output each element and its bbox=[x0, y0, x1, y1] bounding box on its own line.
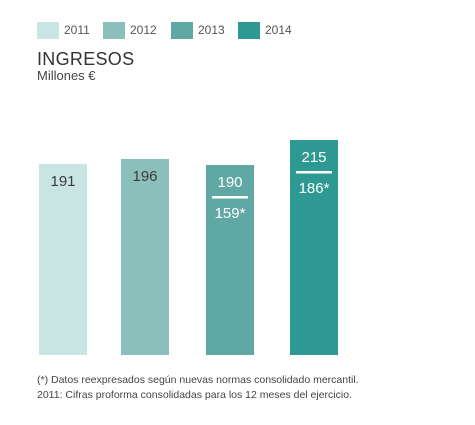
restated-label-2014: 186* bbox=[299, 180, 330, 197]
bar-2013 bbox=[206, 165, 254, 355]
restated-label-2013: 159* bbox=[215, 205, 246, 222]
footnote-restated: (*) Datos reexpresados según nuevas norm… bbox=[37, 374, 359, 386]
bar-2012 bbox=[121, 159, 169, 355]
legend-label-2012: 2012 bbox=[130, 23, 157, 37]
chart-subtitle: Millones € bbox=[37, 68, 96, 83]
legend-label-2011: 2011 bbox=[64, 23, 90, 37]
legend-swatch-2012 bbox=[103, 22, 125, 39]
footnotes: (*) Datos reexpresados según nuevas norm… bbox=[37, 373, 359, 403]
value-label-2014: 215 bbox=[301, 149, 326, 166]
bar-2014 bbox=[290, 140, 338, 355]
restated-divider-2013 bbox=[212, 196, 248, 199]
legend-swatch-2011 bbox=[37, 22, 59, 39]
bar-2011 bbox=[39, 164, 87, 355]
legend-swatch-2014 bbox=[238, 22, 260, 39]
legend-label-2014: 2014 bbox=[265, 23, 292, 37]
footnote-proforma: 2011: Cifras proforma consolidadas para … bbox=[37, 389, 352, 401]
value-label-2011: 191 bbox=[50, 173, 75, 190]
value-label-2013: 190 bbox=[217, 174, 242, 191]
legend-label-2013: 2013 bbox=[198, 23, 225, 37]
chart-legend: 2011 2012 2013 2014 bbox=[37, 22, 467, 40]
chart-title: INGRESOS bbox=[37, 49, 135, 69]
restated-divider-2014 bbox=[296, 171, 332, 174]
legend-swatch-2013 bbox=[171, 22, 193, 39]
value-label-2012: 196 bbox=[132, 168, 157, 185]
